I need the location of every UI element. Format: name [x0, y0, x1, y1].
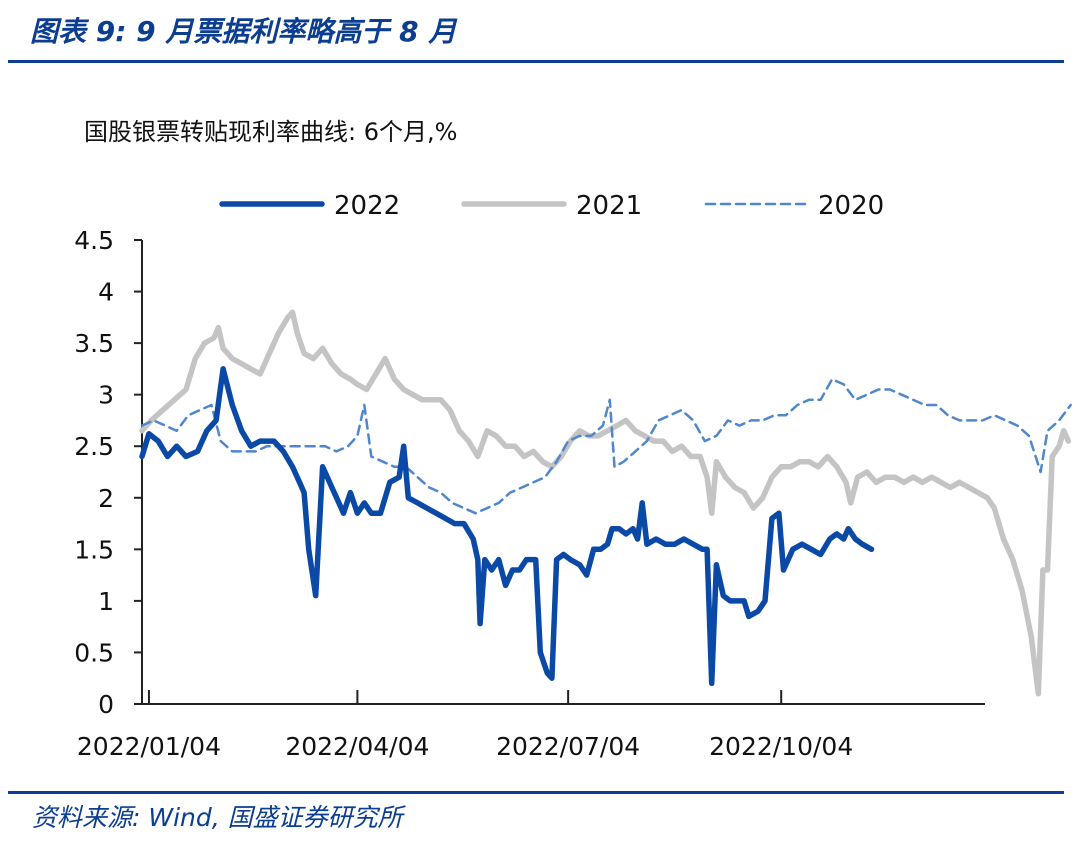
y-tick-label: 1 [98, 587, 114, 616]
y-tick-label: 3 [98, 381, 114, 410]
y-tick-label: 1.5 [74, 535, 114, 564]
top-rule [8, 60, 1064, 63]
chart-title: 国股银票转贴现利率曲线: 6个月,% [84, 118, 458, 146]
x-tick-label: 2022/01/04 [77, 732, 221, 761]
y-tick-label: 0.5 [74, 638, 114, 667]
source-note: 资料来源: Wind, 国盛证券研究所 [32, 803, 403, 832]
series-line-2021 [139, 309, 1072, 697]
y-tick-label: 3.5 [74, 329, 114, 358]
legend-label-2020: 2020 [818, 191, 884, 221]
series-line-2020 [140, 377, 1072, 515]
bottom-rule [8, 791, 1064, 794]
y-tick-label: 2.5 [74, 432, 114, 461]
figure-title: 图表 9: 9 月票据利率略高于 8 月 [30, 15, 457, 48]
y-tick-label: 4.5 [74, 226, 114, 255]
y-tick-label: 2 [98, 484, 114, 513]
series-line-2022 [139, 366, 875, 687]
legend-label-2022: 2022 [334, 191, 400, 221]
legend: 2022 2021 2020 [219, 191, 884, 221]
axes: 0 0.5 1 1.5 2 2.5 3 3.5 4 4.5 2022/01/04 2022/04/04… [74, 226, 985, 761]
series-layer [139, 309, 1072, 697]
x-tick-label: 2022/07/04 [496, 732, 640, 761]
y-tick-label: 0 [98, 690, 114, 719]
x-tick-label: 2022/04/04 [285, 732, 429, 761]
x-tick-label: 2022/10/04 [709, 732, 853, 761]
y-tick-label: 4 [98, 278, 114, 307]
legend-label-2021: 2021 [576, 191, 642, 221]
